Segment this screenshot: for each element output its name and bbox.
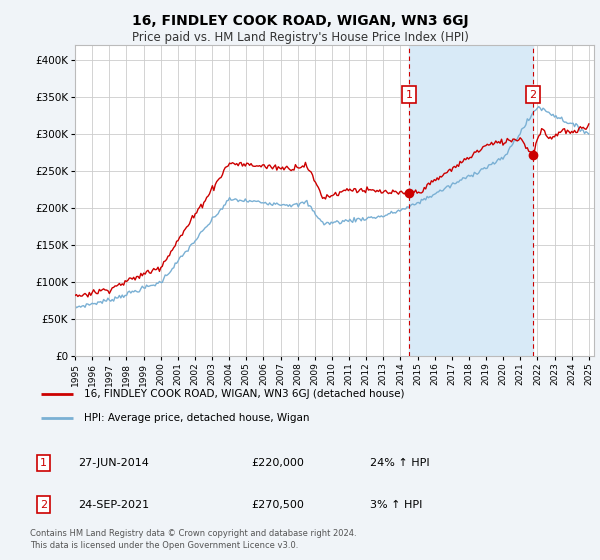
Bar: [409, 45, 533, 356]
Text: 1: 1: [40, 458, 47, 468]
Text: £220,000: £220,000: [251, 458, 304, 468]
Text: Contains HM Land Registry data © Crown copyright and database right 2024.
This d: Contains HM Land Registry data © Crown c…: [30, 529, 356, 550]
Text: 24% ↑ HPI: 24% ↑ HPI: [370, 458, 430, 468]
Text: 3% ↑ HPI: 3% ↑ HPI: [370, 500, 422, 510]
Text: 2: 2: [40, 500, 47, 510]
Text: 24-SEP-2021: 24-SEP-2021: [79, 500, 150, 510]
Text: 16, FINDLEY COOK ROAD, WIGAN, WN3 6GJ: 16, FINDLEY COOK ROAD, WIGAN, WN3 6GJ: [131, 14, 469, 28]
Text: 16, FINDLEY COOK ROAD, WIGAN, WN3 6GJ (detached house): 16, FINDLEY COOK ROAD, WIGAN, WN3 6GJ (d…: [84, 389, 404, 399]
Text: £270,500: £270,500: [251, 500, 304, 510]
Text: 27-JUN-2014: 27-JUN-2014: [79, 458, 149, 468]
Text: HPI: Average price, detached house, Wigan: HPI: Average price, detached house, Wiga…: [84, 413, 310, 423]
Text: 2: 2: [529, 90, 536, 100]
Text: 1: 1: [406, 90, 412, 100]
Text: Price paid vs. HM Land Registry's House Price Index (HPI): Price paid vs. HM Land Registry's House …: [131, 31, 469, 44]
